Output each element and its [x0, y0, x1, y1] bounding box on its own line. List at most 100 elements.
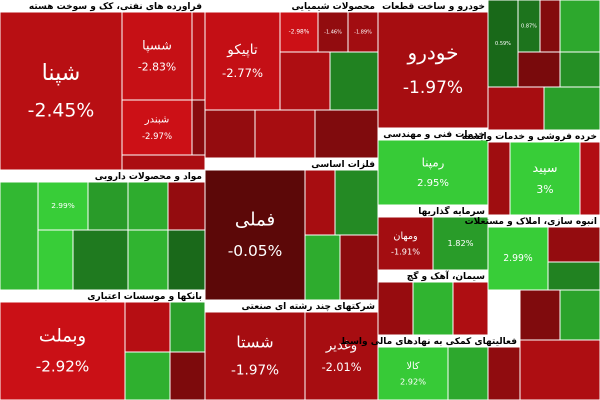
tile-name: تاپیکو — [226, 42, 258, 58]
tile-value: -2.92% — [36, 358, 90, 376]
sector-title: سیمان، آهک و گچ — [407, 270, 485, 282]
tile — [304, 234, 341, 301]
tile — [559, 289, 600, 341]
tile — [87, 181, 129, 231]
tile — [347, 11, 379, 53]
tile-value: 2.99% — [503, 253, 533, 264]
tile — [167, 229, 206, 291]
tile-name: شپنا — [42, 60, 81, 86]
tile — [517, 51, 561, 88]
sector-title: فراورده های نفتی، کک و سوخت هسته — [29, 2, 202, 12]
tile — [559, 51, 600, 88]
sector-title: بانکها و موسسات اعتباری — [87, 292, 202, 302]
sector-title: محصولات شیمیایی — [291, 2, 375, 12]
tile — [124, 351, 171, 400]
tile-value: -2.97% — [142, 132, 172, 142]
tile — [547, 226, 600, 263]
tile-value: -2.83% — [138, 60, 176, 73]
tile — [329, 51, 379, 111]
tile — [304, 311, 379, 400]
tile-value: 0.59% — [495, 41, 511, 47]
tile — [0, 301, 126, 400]
tile — [204, 11, 281, 111]
tile-value: 2.99% — [51, 201, 75, 210]
tile — [254, 109, 316, 159]
tile-value: 0.87% — [521, 24, 537, 30]
tile-value: -2.98% — [289, 30, 310, 36]
tile — [452, 281, 489, 336]
tile — [519, 339, 600, 400]
tile — [539, 0, 561, 53]
sector-title: فلزات اساسی — [311, 160, 375, 170]
tile — [204, 169, 306, 301]
tile — [377, 139, 489, 206]
tile-value: -2.77% — [222, 66, 263, 80]
tile-name: ومهان — [393, 231, 417, 242]
tile — [191, 11, 206, 101]
tile — [377, 11, 489, 129]
tile — [487, 226, 549, 291]
tile-value: 2.95% — [417, 178, 449, 189]
sector-title: مواد و محصولات دارویی — [95, 172, 202, 182]
tile — [279, 11, 319, 53]
tile — [509, 141, 581, 216]
tile-name: وبملت — [39, 326, 86, 347]
tile — [579, 141, 600, 216]
tile — [279, 51, 331, 111]
tile — [447, 346, 489, 400]
tile-value: -1.97% — [403, 78, 463, 98]
tile — [377, 346, 449, 400]
tile-name: فملی — [235, 209, 275, 230]
tile — [204, 109, 256, 159]
tile — [487, 346, 521, 400]
tile-name: خودرو — [407, 41, 459, 65]
tile — [127, 229, 169, 291]
tile-value: -2.01% — [322, 361, 362, 374]
tile — [121, 11, 193, 101]
tile — [487, 86, 545, 131]
tile — [72, 229, 129, 291]
tile — [314, 109, 379, 159]
tile-value: -0.05% — [228, 242, 283, 260]
sector-title: خدمات فنی و مهندسی — [383, 130, 485, 140]
tile — [334, 169, 379, 236]
tile-name: کالا — [406, 361, 419, 372]
sector-title: انبوه سازی، املاک و مستغلات — [465, 217, 597, 227]
tile — [0, 181, 39, 291]
tile — [519, 289, 561, 341]
tile — [0, 11, 123, 171]
tile — [559, 0, 600, 53]
tile-name: وغدیر — [325, 338, 357, 353]
tile — [304, 169, 336, 236]
tile — [204, 311, 306, 400]
tile-name: شستا — [236, 333, 273, 352]
tile — [339, 234, 379, 301]
tile-value: 3% — [536, 183, 553, 196]
tile — [167, 181, 206, 231]
tile-name: سپید — [532, 160, 557, 175]
sector-title: فعالیتهای کمکی به نهادهای مالی واسط — [340, 337, 517, 347]
tile — [377, 216, 434, 271]
tile — [543, 86, 600, 131]
tile-value: -1.91% — [391, 247, 420, 257]
tile-name: رمپنا — [422, 156, 445, 171]
tile-name: شبندر — [144, 115, 170, 126]
sector-title: سرمایه گذاریها — [418, 205, 485, 217]
tile-value: -2.45% — [28, 100, 95, 121]
tile-value: -1.89% — [354, 30, 372, 36]
tile-value: 2.92% — [400, 377, 426, 387]
tile-value: -1.97% — [231, 362, 279, 378]
tile — [487, 141, 511, 216]
tile — [121, 99, 193, 156]
tile — [124, 301, 171, 353]
tile — [37, 229, 74, 291]
tile-value: 1.82% — [447, 238, 473, 248]
tile — [121, 154, 206, 171]
tile — [191, 99, 206, 156]
sector-title: خودرو و ساخت قطعات — [382, 2, 485, 12]
tile — [377, 281, 414, 336]
tile-value: -1.46% — [324, 30, 342, 36]
tile — [169, 301, 206, 353]
tile — [547, 261, 600, 291]
